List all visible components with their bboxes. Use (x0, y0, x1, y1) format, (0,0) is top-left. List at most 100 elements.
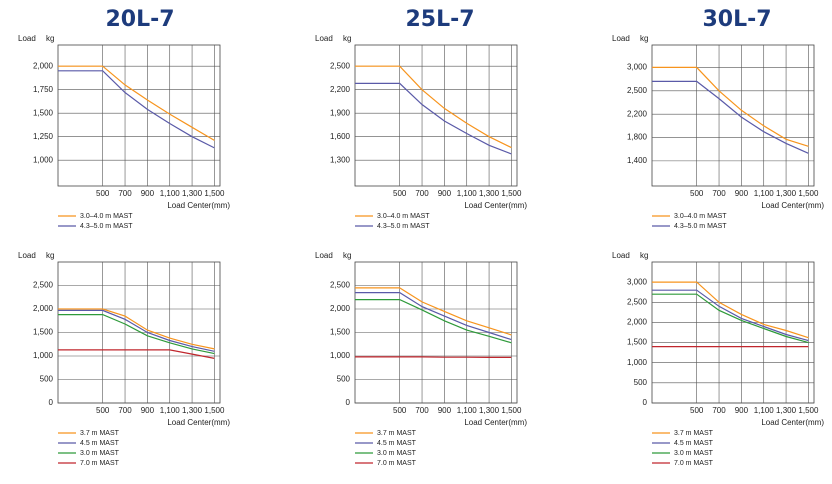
x-tick-label: 1,300 (479, 189, 500, 198)
legend-label: 3.0–4.0 m MAST (80, 213, 133, 220)
legend-label: 3.7 m MAST (80, 430, 120, 437)
x-tick-label: 500 (96, 189, 110, 198)
x-tick-label: 500 (690, 406, 704, 415)
x-tick-label: 900 (438, 406, 452, 415)
y-tick-label: 1,000 (330, 351, 351, 360)
legend-label: 3.0–4.0 m MAST (377, 213, 430, 220)
x-tick-label: 500 (690, 189, 704, 198)
legend-label: 3.0 m MAST (377, 450, 417, 457)
y-tick-label: 500 (40, 375, 54, 384)
y-tick-label: 1,500 (330, 328, 351, 337)
x-tick-label: 1,500 (501, 406, 522, 415)
series-line (58, 70, 215, 149)
series-line (355, 65, 512, 149)
y-tick-label: 1,800 (627, 133, 648, 142)
x-tick-label: 700 (415, 189, 429, 198)
x-axis-label: Load Center(mm) (167, 418, 230, 427)
x-tick-label: 700 (118, 406, 132, 415)
plot-frame (651, 261, 815, 404)
x-axis-label: Load Center(mm) (167, 201, 230, 210)
y-tick-label: 1,000 (33, 155, 54, 164)
x-tick-label: 1,100 (160, 406, 181, 415)
y-tick-label: 1,500 (33, 108, 54, 117)
x-tick-label: 700 (712, 189, 726, 198)
y-tick-label: 1,000 (627, 358, 648, 367)
y-tick-label: 2,200 (330, 85, 351, 94)
x-axis-label: Load Center(mm) (761, 201, 824, 210)
series-line (355, 299, 512, 344)
series-line (355, 356, 512, 358)
series-line (355, 82, 512, 155)
x-tick-label: 900 (141, 406, 155, 415)
y-axis-label: Load kg (315, 34, 351, 43)
y-tick-label: 500 (337, 375, 351, 384)
y-tick-label: 1,000 (33, 351, 54, 360)
series-line (652, 293, 809, 344)
x-tick-label: 900 (141, 189, 155, 198)
x-tick-label: 1,500 (204, 189, 225, 198)
x-axis-label: Load Center(mm) (464, 418, 527, 427)
x-tick-label: 1,300 (479, 406, 500, 415)
legend-label: 3.7 m MAST (674, 430, 714, 437)
y-tick-label: 2,000 (33, 61, 54, 70)
series-line (58, 309, 215, 352)
series-line (58, 349, 215, 359)
x-tick-label: 1,100 (160, 189, 181, 198)
series-line (58, 314, 215, 355)
legend-label: 4.3–5.0 m MAST (80, 223, 133, 230)
series-line (652, 80, 809, 154)
y-tick-label: 2,500 (33, 281, 54, 290)
legend-label: 4.5 m MAST (674, 440, 714, 447)
x-axis-label: Load Center(mm) (761, 418, 824, 427)
legend-label: 4.3–5.0 m MAST (674, 223, 727, 230)
plot-frame (57, 44, 221, 187)
y-tick-label: 0 (643, 398, 648, 407)
series-line (58, 65, 215, 141)
x-tick-label: 500 (393, 189, 407, 198)
x-tick-label: 900 (735, 189, 749, 198)
model-title: 20L-7 (105, 7, 174, 32)
legend-label: 7.0 m MAST (80, 460, 120, 467)
y-tick-label: 0 (346, 398, 351, 407)
x-tick-label: 700 (415, 406, 429, 415)
model-title: 25L-7 (405, 7, 474, 32)
y-tick-label: 2,000 (33, 304, 54, 313)
y-tick-label: 2,500 (627, 86, 648, 95)
x-tick-label: 1,500 (798, 189, 819, 198)
y-tick-label: 500 (634, 378, 648, 387)
legend-label: 4.5 m MAST (377, 440, 417, 447)
legend-label: 3.0 m MAST (80, 450, 120, 457)
series-line (58, 308, 215, 350)
legend-label: 7.0 m MAST (674, 460, 714, 467)
y-tick-label: 1,750 (33, 85, 54, 94)
y-axis-label: Load kg (18, 34, 54, 43)
y-tick-label: 1,300 (330, 155, 351, 164)
y-axis-label: Load kg (315, 251, 351, 260)
y-axis-label: Load kg (18, 251, 54, 260)
legend-label: 4.3–5.0 m MAST (377, 223, 430, 230)
y-tick-label: 1,500 (627, 338, 648, 347)
x-tick-label: 1,100 (457, 406, 478, 415)
y-tick-label: 1,600 (330, 132, 351, 141)
y-tick-label: 2,500 (330, 61, 351, 70)
y-axis-label: Load kg (612, 251, 648, 260)
x-tick-label: 900 (438, 189, 452, 198)
y-tick-label: 2,500 (330, 281, 351, 290)
y-tick-label: 2,200 (627, 109, 648, 118)
y-axis-label: Load kg (612, 34, 648, 43)
x-tick-label: 700 (712, 406, 726, 415)
x-tick-label: 1,300 (776, 189, 797, 198)
y-tick-label: 2,500 (627, 297, 648, 306)
series-line (652, 66, 809, 147)
y-tick-label: 3,000 (627, 277, 648, 286)
model-title: 30L-7 (702, 7, 771, 32)
y-tick-label: 1,500 (33, 328, 54, 337)
x-tick-label: 1,300 (776, 406, 797, 415)
y-tick-label: 3,000 (627, 63, 648, 72)
y-tick-label: 2,000 (627, 318, 648, 327)
x-tick-label: 500 (393, 406, 407, 415)
x-tick-label: 1,500 (798, 406, 819, 415)
y-tick-label: 0 (49, 398, 54, 407)
x-axis-label: Load Center(mm) (464, 201, 527, 210)
x-tick-label: 1,500 (204, 406, 225, 415)
